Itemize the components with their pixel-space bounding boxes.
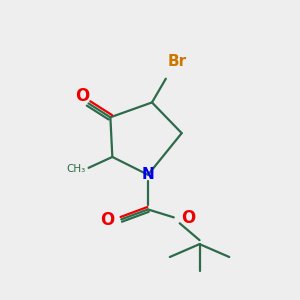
Text: O: O — [100, 211, 114, 229]
Text: N: N — [142, 167, 154, 182]
Text: CH₃: CH₃ — [66, 164, 85, 174]
Text: Br: Br — [168, 54, 187, 69]
Text: O: O — [181, 209, 195, 227]
Text: O: O — [76, 86, 90, 104]
